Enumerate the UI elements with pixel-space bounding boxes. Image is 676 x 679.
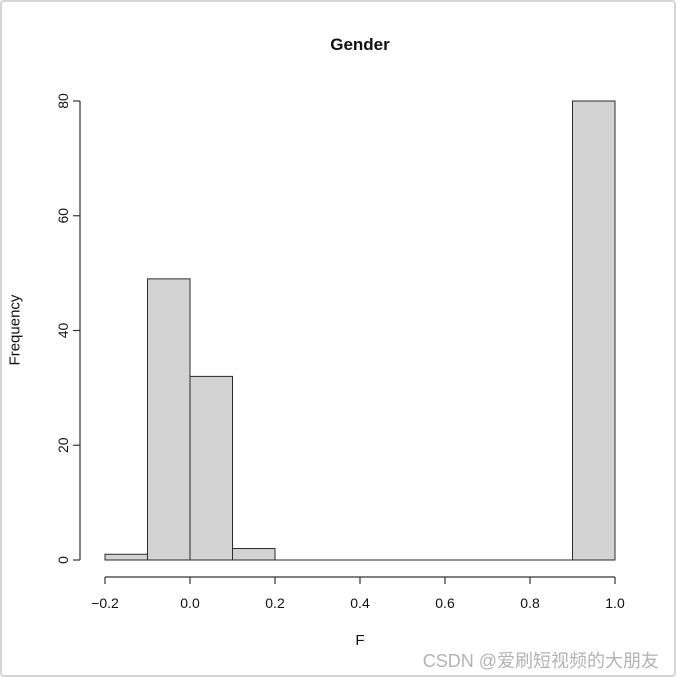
y-tick-label: 0 <box>55 556 71 564</box>
x-tick-label: 0.8 <box>520 595 540 611</box>
x-axis-label: F <box>355 632 365 649</box>
x-tick-label: 1.0 <box>605 595 625 611</box>
x-tick-label: 0.0 <box>180 595 200 611</box>
y-axis-label: Frequency <box>6 294 24 366</box>
histogram-bar <box>232 548 276 561</box>
histogram-bar <box>189 375 233 561</box>
y-tick-label: 20 <box>55 437 71 453</box>
x-tick-label: −0.2 <box>91 595 119 611</box>
x-tick-label: 0.2 <box>265 595 285 611</box>
x-tick-label: 0.4 <box>350 595 370 611</box>
histogram-bar <box>572 100 616 561</box>
chart-title: Gender <box>330 35 390 54</box>
watermark: CSDN @爱刷短视频的大朋友 <box>422 651 659 671</box>
y-tick-label: 40 <box>55 323 71 339</box>
x-tick-label: 0.6 <box>435 595 455 611</box>
histogram-bar <box>104 553 148 561</box>
y-tick-label: 80 <box>55 93 71 109</box>
y-tick-label: 60 <box>55 208 71 224</box>
histogram-bar <box>147 278 191 561</box>
